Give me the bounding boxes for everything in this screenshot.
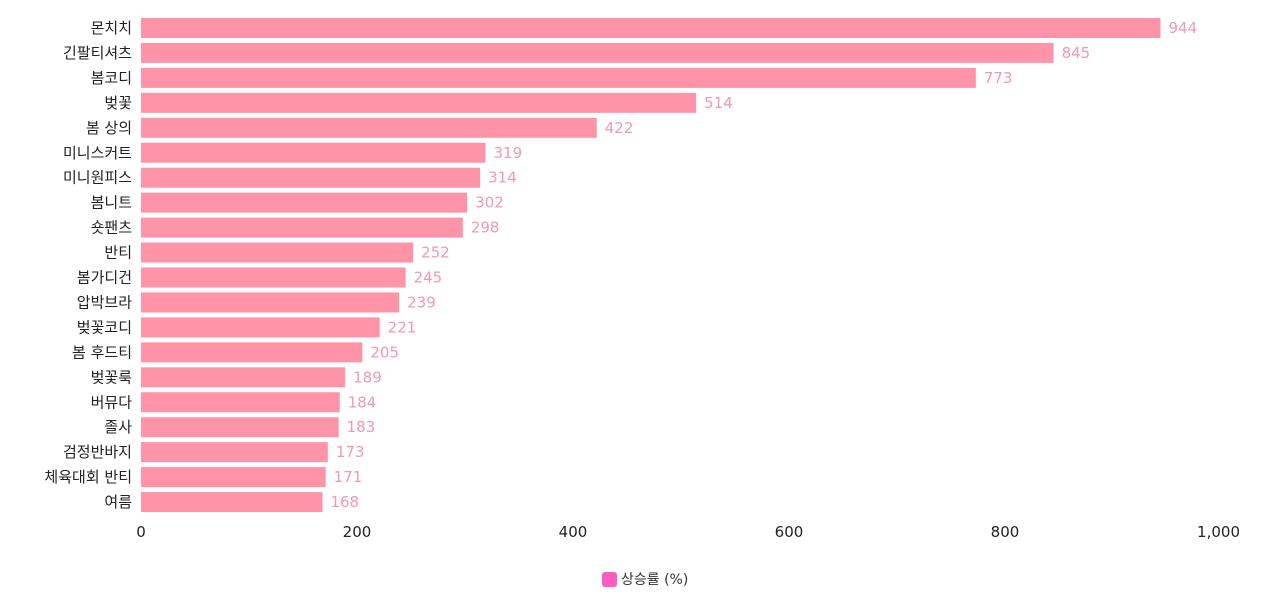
category-label: 반티 (104, 244, 132, 262)
value-labels: 944 845 773 514 422 319 314 302 298 252 245 239 221 2… (330, 19, 1197, 511)
category-label: 몬치치 (91, 19, 132, 37)
category-label: 봄 후드티 (72, 343, 132, 361)
value-label: 422 (605, 119, 634, 137)
category-label: 버뮤다 (91, 393, 133, 411)
value-label: 189 (353, 368, 382, 386)
bar-17[interactable] (141, 442, 328, 463)
x-tick-label: 1,000 (1197, 523, 1240, 541)
x-tick-label: 400 (559, 523, 588, 541)
bar-13[interactable] (141, 342, 363, 363)
value-label: 319 (494, 144, 523, 162)
value-label: 184 (348, 393, 377, 411)
category-label: 체육대회 반티 (44, 468, 132, 486)
category-label: 숏팬츠 (91, 219, 133, 237)
bar-10[interactable] (141, 267, 406, 288)
x-tick-label: 600 (775, 523, 804, 541)
value-label: 183 (347, 418, 376, 436)
value-label: 314 (488, 169, 517, 187)
bar-2[interactable] (141, 67, 976, 88)
category-label: 미니원피스 (63, 169, 132, 187)
value-label: 944 (1169, 19, 1198, 37)
category-label: 벚꽃 (104, 94, 132, 112)
category-label: 검정반바지 (63, 443, 132, 461)
legend-label: 상승률 (%) (621, 572, 689, 588)
bar-8[interactable] (141, 217, 463, 238)
value-label: 239 (407, 293, 436, 311)
bar-5[interactable] (141, 142, 486, 163)
x-axis-ticks: 0 200 400 600 800 1,000 (136, 523, 1240, 541)
value-label: 171 (334, 468, 363, 486)
value-label: 302 (475, 194, 504, 212)
bar-18[interactable] (141, 467, 326, 488)
value-label: 298 (471, 219, 500, 237)
category-label: 봄코디 (91, 69, 132, 87)
bar-4[interactable] (141, 117, 597, 138)
value-label: 205 (370, 343, 399, 361)
category-label: 졸사 (104, 418, 132, 436)
category-label: 봄니트 (91, 194, 133, 212)
bar-15[interactable] (141, 392, 340, 413)
value-label: 173 (336, 443, 365, 461)
value-label: 773 (984, 69, 1013, 87)
category-label: 봄가디건 (77, 269, 132, 287)
bar-12[interactable] (141, 317, 380, 338)
bars-group (141, 18, 1161, 513)
value-label: 252 (421, 244, 450, 262)
bar-7[interactable] (141, 192, 468, 213)
category-label: 벚꽃룩 (91, 368, 133, 386)
value-label: 221 (388, 318, 417, 336)
value-label: 514 (704, 94, 733, 112)
legend[interactable]: 상승률 (%) (602, 569, 688, 589)
bar-11[interactable] (141, 292, 400, 313)
bar-3[interactable] (141, 92, 697, 113)
category-label: 벚꽃코디 (77, 318, 132, 336)
bar-9[interactable] (141, 242, 414, 263)
bar-14[interactable] (141, 367, 346, 388)
legend-swatch (602, 571, 617, 587)
category-label: 압박브라 (77, 293, 132, 311)
value-label: 245 (414, 269, 443, 287)
category-label: 여름 (104, 493, 132, 511)
x-tick-label: 200 (343, 523, 372, 541)
category-label: 긴팔티셔츠 (63, 44, 132, 62)
category-label: 봄 상의 (86, 119, 132, 137)
bar-16[interactable] (141, 417, 339, 438)
bar-1[interactable] (141, 42, 1054, 63)
category-label: 미니스커트 (63, 144, 132, 162)
value-label: 168 (330, 493, 359, 511)
value-label: 845 (1062, 44, 1091, 62)
bar-0[interactable] (141, 18, 1161, 38)
x-tick-label: 800 (991, 523, 1020, 541)
bar-19[interactable] (141, 492, 323, 513)
x-tick-label: 0 (136, 523, 146, 541)
bar-6[interactable] (141, 167, 481, 188)
